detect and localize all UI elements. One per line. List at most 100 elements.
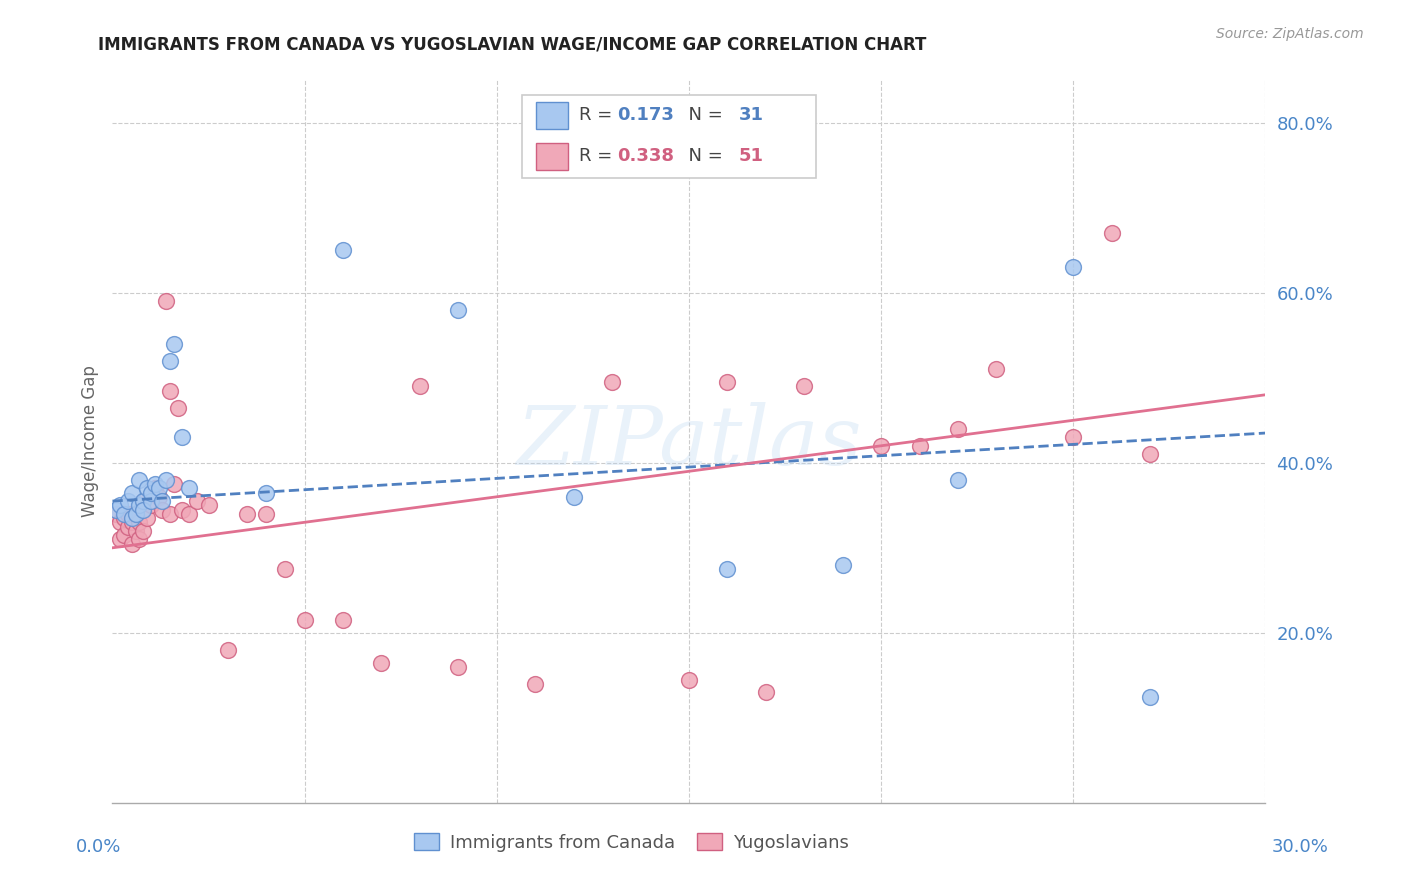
Point bbox=[170, 502, 193, 516]
Point bbox=[755, 685, 778, 699]
Point bbox=[716, 375, 738, 389]
Point bbox=[105, 502, 128, 516]
Point bbox=[128, 533, 150, 547]
Point bbox=[274, 562, 297, 576]
Text: N =: N = bbox=[678, 146, 728, 165]
Point bbox=[152, 494, 174, 508]
Point bbox=[121, 516, 143, 530]
Point bbox=[128, 473, 150, 487]
Point bbox=[294, 613, 316, 627]
Point bbox=[117, 494, 139, 508]
Point bbox=[163, 477, 186, 491]
Point bbox=[409, 379, 432, 393]
Point bbox=[121, 485, 143, 500]
Y-axis label: Wage/Income Gap: Wage/Income Gap bbox=[80, 366, 98, 517]
Point bbox=[254, 485, 277, 500]
Text: N =: N = bbox=[678, 106, 728, 124]
Point bbox=[159, 353, 181, 368]
Point bbox=[128, 498, 150, 512]
Point bbox=[946, 473, 969, 487]
Legend: Immigrants from Canada, Yugoslavians: Immigrants from Canada, Yugoslavians bbox=[406, 826, 856, 859]
Point bbox=[908, 439, 931, 453]
Point bbox=[1062, 260, 1084, 275]
Text: R =: R = bbox=[579, 106, 619, 124]
Text: 0.173: 0.173 bbox=[617, 106, 675, 124]
Text: 30.0%: 30.0% bbox=[1272, 838, 1329, 855]
Point bbox=[159, 507, 181, 521]
Point bbox=[254, 507, 277, 521]
Point bbox=[132, 494, 155, 508]
Point bbox=[132, 524, 155, 538]
Point bbox=[447, 302, 470, 317]
Point bbox=[370, 656, 392, 670]
Point bbox=[870, 439, 893, 453]
Point bbox=[105, 507, 128, 521]
Point bbox=[124, 507, 146, 521]
Point bbox=[217, 642, 239, 657]
Point bbox=[148, 481, 170, 495]
Text: 0.338: 0.338 bbox=[617, 146, 675, 165]
Point bbox=[179, 507, 201, 521]
Point bbox=[108, 533, 131, 547]
Point bbox=[1139, 447, 1161, 461]
Point bbox=[108, 498, 131, 512]
Point bbox=[155, 473, 177, 487]
Point bbox=[186, 494, 208, 508]
Point bbox=[117, 519, 139, 533]
Point bbox=[716, 562, 738, 576]
Point bbox=[155, 294, 177, 309]
Point bbox=[132, 502, 155, 516]
Point bbox=[112, 528, 135, 542]
Point bbox=[332, 613, 354, 627]
Point bbox=[447, 660, 470, 674]
Point bbox=[236, 507, 259, 521]
Point bbox=[793, 379, 815, 393]
Point bbox=[117, 507, 139, 521]
Point bbox=[986, 362, 1008, 376]
Point bbox=[143, 477, 166, 491]
Text: 0.0%: 0.0% bbox=[76, 838, 121, 855]
Text: ZIPatlas: ZIPatlas bbox=[516, 401, 862, 482]
Text: 31: 31 bbox=[738, 106, 763, 124]
Point bbox=[148, 490, 170, 504]
Point bbox=[152, 502, 174, 516]
Point bbox=[163, 336, 186, 351]
Point bbox=[143, 481, 166, 495]
Point bbox=[678, 673, 700, 687]
Point bbox=[166, 401, 188, 415]
Point bbox=[112, 511, 135, 525]
Text: 51: 51 bbox=[738, 146, 763, 165]
FancyBboxPatch shape bbox=[536, 102, 568, 129]
Point bbox=[108, 516, 131, 530]
Text: Source: ZipAtlas.com: Source: ZipAtlas.com bbox=[1216, 27, 1364, 41]
Point bbox=[562, 490, 585, 504]
Point bbox=[124, 524, 146, 538]
Point bbox=[1139, 690, 1161, 704]
Point bbox=[1062, 430, 1084, 444]
Point bbox=[946, 422, 969, 436]
Text: R =: R = bbox=[579, 146, 619, 165]
Point bbox=[112, 507, 135, 521]
Point bbox=[179, 481, 201, 495]
Point bbox=[159, 384, 181, 398]
Point bbox=[132, 494, 155, 508]
Point bbox=[600, 375, 623, 389]
Point bbox=[139, 485, 162, 500]
Point bbox=[128, 516, 150, 530]
Point bbox=[332, 244, 354, 258]
Point bbox=[121, 511, 143, 525]
Point bbox=[197, 498, 219, 512]
Point bbox=[139, 494, 162, 508]
FancyBboxPatch shape bbox=[522, 95, 815, 178]
Point bbox=[124, 507, 146, 521]
Point bbox=[136, 511, 159, 525]
Point bbox=[831, 558, 853, 572]
Point bbox=[136, 481, 159, 495]
Point bbox=[170, 430, 193, 444]
Point bbox=[1101, 227, 1123, 241]
Point bbox=[139, 498, 162, 512]
FancyBboxPatch shape bbox=[536, 143, 568, 170]
Point bbox=[524, 677, 547, 691]
Text: IMMIGRANTS FROM CANADA VS YUGOSLAVIAN WAGE/INCOME GAP CORRELATION CHART: IMMIGRANTS FROM CANADA VS YUGOSLAVIAN WA… bbox=[98, 36, 927, 54]
Point bbox=[121, 536, 143, 550]
